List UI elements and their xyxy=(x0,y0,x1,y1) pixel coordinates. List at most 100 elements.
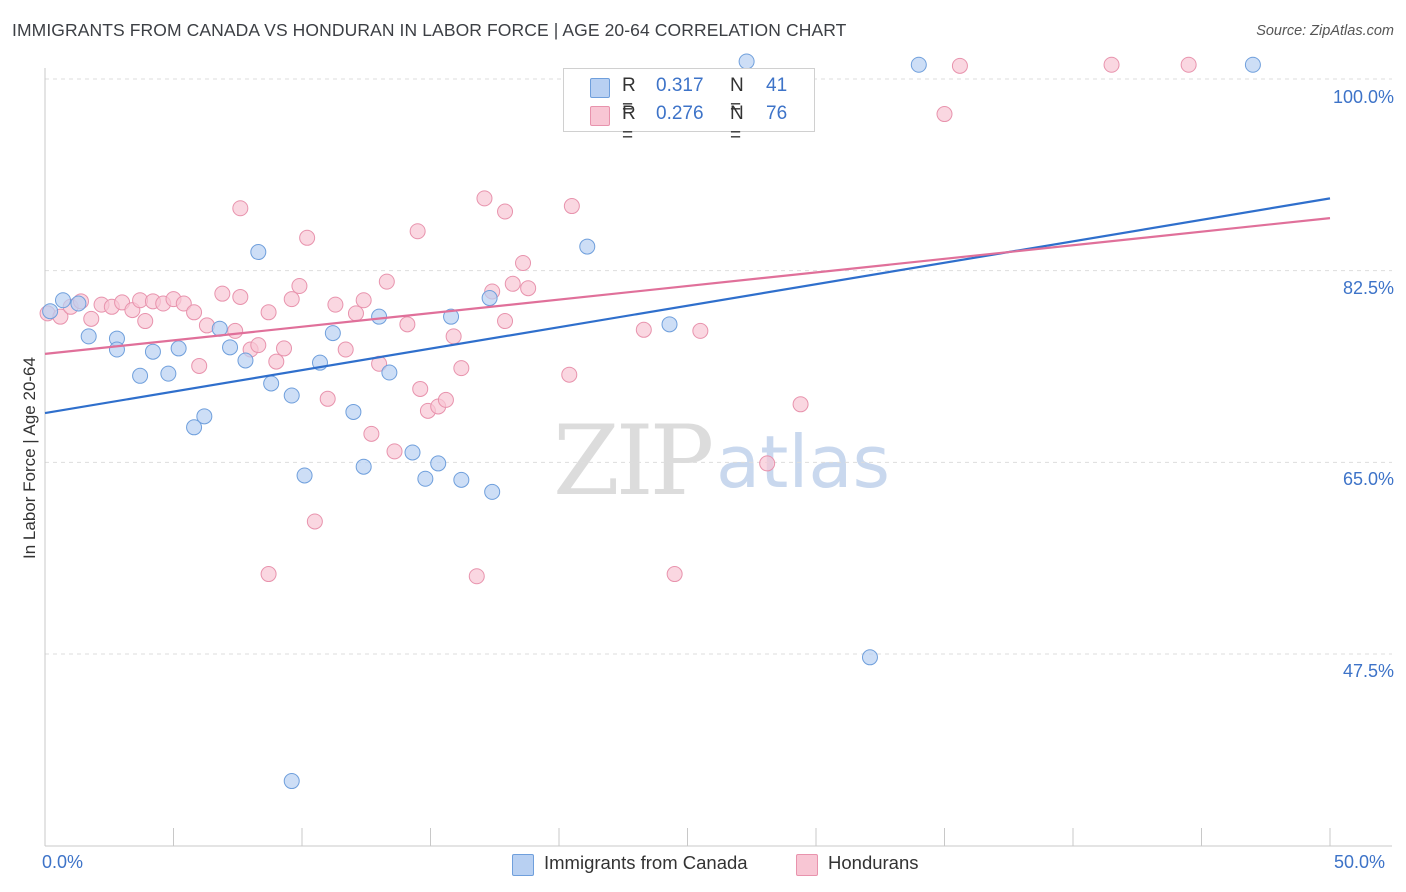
canada-point xyxy=(132,367,149,384)
honduran-point xyxy=(378,273,395,290)
canada-point xyxy=(345,403,362,420)
honduran-point xyxy=(347,305,364,322)
canada-point xyxy=(738,53,755,70)
honduran-point xyxy=(306,513,323,530)
honduran-swatch-icon xyxy=(796,854,818,876)
canada-point xyxy=(296,467,313,484)
r-label: R = xyxy=(622,103,636,146)
axes xyxy=(44,68,1392,847)
honduran-point xyxy=(445,328,462,345)
honduran-point xyxy=(476,190,493,207)
honduran-point xyxy=(399,316,416,333)
honduran-point xyxy=(468,568,485,585)
y-axis-label: In Labor Force | Age 20-64 xyxy=(20,357,39,559)
honduran-point xyxy=(412,380,429,397)
canada-trend-line xyxy=(44,197,1331,415)
honduran-trend-line xyxy=(44,217,1331,355)
canada-point xyxy=(579,238,596,255)
canada-point xyxy=(54,292,71,309)
honduran-point xyxy=(260,566,277,583)
x-tick-label-max: 50.0% xyxy=(1334,852,1386,872)
honduran-point xyxy=(175,295,192,312)
honduran-point xyxy=(563,198,580,215)
chart-title: IMMIGRANTS FROM CANADA VS HONDURAN IN LA… xyxy=(12,20,847,40)
y-tick-label-65: 65.0% xyxy=(1342,469,1394,489)
honduran-point xyxy=(260,304,277,321)
x-tick-label-min: 0.0% xyxy=(42,852,84,872)
honduran-point xyxy=(504,275,521,292)
canada-point xyxy=(404,444,421,461)
honduran-point xyxy=(437,391,454,408)
honduran-point xyxy=(453,360,470,377)
trend-lines xyxy=(44,197,1331,415)
honduran-point xyxy=(283,291,300,308)
canada-point xyxy=(250,244,267,261)
data-points xyxy=(39,53,1261,790)
n-value: 76 xyxy=(766,103,788,124)
honduran-point xyxy=(936,106,953,123)
r-value: 0.317 xyxy=(656,75,704,96)
r-label: R = xyxy=(622,75,636,118)
y-tick-label-47-5: 47.5% xyxy=(1342,661,1394,681)
canada-point xyxy=(263,375,280,392)
canada-point xyxy=(237,352,254,369)
honduran-point xyxy=(666,566,683,583)
honduran-point xyxy=(1180,56,1197,73)
canada-point xyxy=(42,303,59,320)
honduran-point xyxy=(191,357,208,374)
honduran-point xyxy=(327,296,344,313)
canada-point xyxy=(144,343,161,360)
canada-point xyxy=(283,773,300,790)
honduran-point xyxy=(291,278,308,294)
canada-point xyxy=(484,483,501,500)
canada-point xyxy=(196,408,213,425)
honduran-point xyxy=(137,313,154,330)
stats-legend: R = 0.317 N = 41 R = 0.276 N = 76 xyxy=(563,68,815,146)
canada-point xyxy=(661,316,678,333)
n-label: N = xyxy=(730,75,744,118)
canada-point xyxy=(355,458,372,475)
canada-point xyxy=(186,419,203,436)
honduran-point xyxy=(232,288,249,305)
honduran-swatch-icon xyxy=(590,106,610,126)
honduran-point xyxy=(337,341,354,358)
honduran-point xyxy=(692,322,709,339)
canada-point xyxy=(381,364,398,381)
honduran-point xyxy=(635,321,652,338)
y-tick-label-82-5: 82.5% xyxy=(1342,278,1394,298)
honduran-point xyxy=(515,255,532,271)
honduran-point xyxy=(386,443,403,460)
canada-point xyxy=(324,325,341,342)
canada-point xyxy=(453,471,470,488)
canada-point xyxy=(371,308,388,325)
honduran-point xyxy=(497,203,514,220)
canada-point xyxy=(861,649,878,666)
legend-label-canada: Immigrants from Canada xyxy=(544,852,748,873)
canada-point xyxy=(108,341,125,358)
honduran-point xyxy=(250,337,267,354)
canada-point xyxy=(443,308,460,325)
canada-point xyxy=(430,455,447,472)
canada-point xyxy=(1244,56,1261,73)
canada-point xyxy=(70,295,87,312)
canada-point xyxy=(481,290,498,307)
legend-label-honduran: Hondurans xyxy=(828,852,919,873)
honduran-point xyxy=(355,292,372,309)
honduran-point xyxy=(759,455,776,472)
canada-swatch-icon xyxy=(590,78,610,98)
honduran-point xyxy=(363,425,380,442)
y-tick-label-100: 100.0% xyxy=(1332,87,1394,107)
n-label: N = xyxy=(730,103,744,146)
canada-point xyxy=(80,328,97,345)
honduran-point xyxy=(214,285,231,302)
honduran-point xyxy=(276,340,293,357)
canada-point xyxy=(283,387,300,404)
honduran-point xyxy=(83,310,100,327)
honduran-point xyxy=(299,229,316,246)
r-value: 0.276 xyxy=(656,103,704,124)
honduran-point xyxy=(409,223,426,240)
canada-swatch-icon xyxy=(512,854,534,876)
honduran-point xyxy=(561,366,578,383)
honduran-point xyxy=(186,304,203,321)
